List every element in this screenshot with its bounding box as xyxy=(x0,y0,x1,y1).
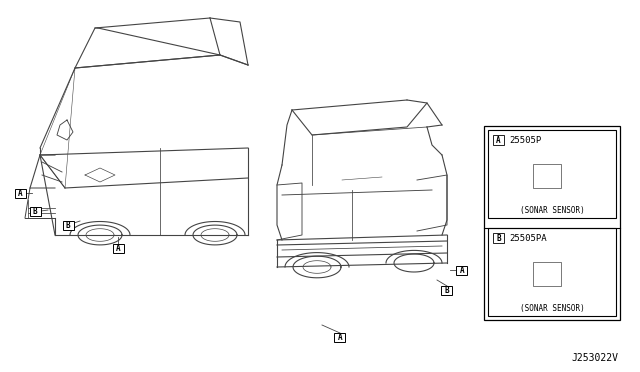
Text: B: B xyxy=(66,221,70,230)
Bar xyxy=(488,228,616,316)
Text: A: A xyxy=(496,135,501,144)
Bar xyxy=(533,164,561,188)
Text: (SONAR SENSOR): (SONAR SENSOR) xyxy=(520,304,584,312)
Text: J253022V: J253022V xyxy=(572,353,618,363)
Text: B: B xyxy=(496,234,501,243)
Text: 25505PA: 25505PA xyxy=(509,234,547,243)
Text: B: B xyxy=(33,207,37,216)
FancyBboxPatch shape xyxy=(456,266,467,275)
Bar xyxy=(533,262,561,286)
Text: 25505P: 25505P xyxy=(509,135,541,144)
FancyBboxPatch shape xyxy=(335,333,346,341)
FancyBboxPatch shape xyxy=(442,286,452,295)
Bar xyxy=(484,126,620,320)
FancyBboxPatch shape xyxy=(29,207,40,215)
Text: B: B xyxy=(445,286,449,295)
Text: A: A xyxy=(18,189,22,198)
FancyBboxPatch shape xyxy=(15,189,26,198)
Bar xyxy=(488,130,616,218)
Text: A: A xyxy=(116,244,120,253)
Bar xyxy=(493,233,504,243)
Text: (SONAR SENSOR): (SONAR SENSOR) xyxy=(520,205,584,215)
FancyBboxPatch shape xyxy=(63,221,74,230)
Bar xyxy=(493,135,504,145)
Text: A: A xyxy=(338,333,342,342)
Text: A: A xyxy=(460,266,464,275)
FancyBboxPatch shape xyxy=(113,244,124,253)
